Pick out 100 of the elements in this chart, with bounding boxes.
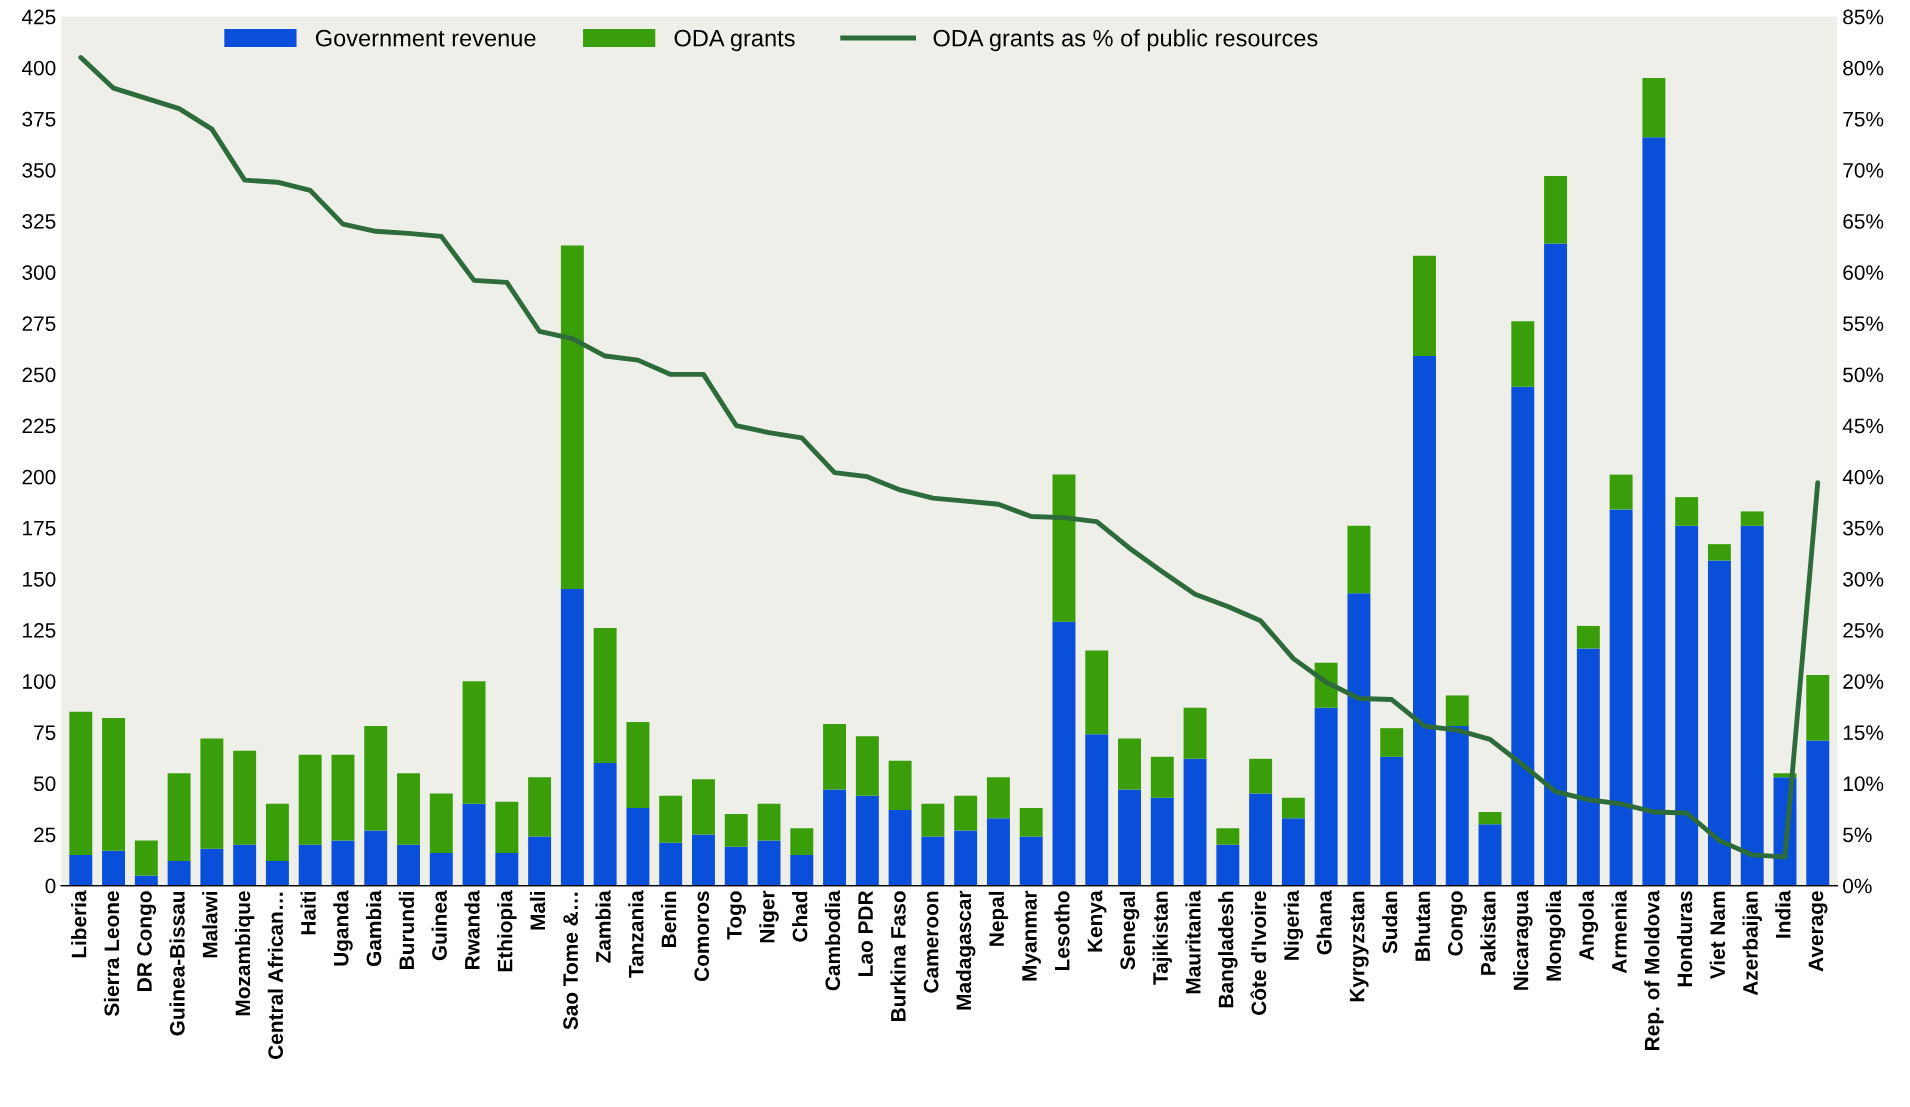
bar <box>1118 738 1141 790</box>
bar <box>560 245 584 590</box>
y-tick-label: 275 <box>22 316 56 332</box>
x-tick-label: Cambodia <box>824 890 841 991</box>
bar <box>69 854 93 886</box>
bar <box>593 627 617 763</box>
bar <box>429 793 453 853</box>
x-tick-label: Armenia <box>1611 890 1627 974</box>
bar <box>626 807 650 886</box>
y2-tick-label: 5% <box>1843 827 1872 843</box>
x-tick-label: Madagascar <box>955 890 976 1010</box>
bar <box>134 840 158 876</box>
bar <box>102 850 126 886</box>
y2-tick-label: 50% <box>1843 367 1884 383</box>
bar <box>331 754 355 841</box>
x-tick-label: Malawi <box>202 891 218 958</box>
bar <box>1380 756 1404 886</box>
bar <box>1183 707 1207 759</box>
x-tick-label: Sao Tome &… <box>563 892 578 1030</box>
bar <box>855 795 879 886</box>
x-tick-label: Myanmar <box>1022 890 1041 981</box>
bar <box>1544 176 1568 244</box>
y-tick-label: 250 <box>22 367 56 383</box>
bar <box>495 852 519 886</box>
legend-label: Government revenue <box>315 29 536 47</box>
x-tick-label: Chad <box>792 891 808 942</box>
y2-tick-label: 25% <box>1843 623 1884 638</box>
bar <box>1314 707 1338 886</box>
x-tick-label: Viet Nam <box>1709 891 1726 980</box>
y2-tick-label: 15% <box>1843 725 1884 740</box>
bar <box>1544 243 1568 886</box>
y-tick-label: 425 <box>21 9 56 25</box>
bar <box>265 803 289 862</box>
bar <box>626 722 650 808</box>
bar <box>757 840 781 886</box>
bar <box>1806 740 1830 886</box>
x-tick-label: Cameroon <box>923 891 939 993</box>
y2-tick-label: 55% <box>1843 316 1884 332</box>
bar <box>298 754 322 845</box>
y2-tick-label: 0% <box>1843 878 1872 894</box>
y2-tick-label: 35% <box>1843 520 1884 536</box>
x-tick-label: Benin <box>660 891 677 947</box>
y2-tick-label: 30% <box>1843 571 1884 587</box>
bar <box>1118 789 1141 886</box>
bar <box>1478 824 1502 886</box>
y-tick-label: 0 <box>45 878 56 894</box>
y-tick-label: 300 <box>22 265 56 280</box>
x-tick-label: Tanzania <box>628 890 644 978</box>
bar <box>102 717 126 851</box>
x-tick-label: Mongolia <box>1545 890 1566 981</box>
x-tick-label: Haiti <box>300 891 316 935</box>
bar <box>659 795 683 843</box>
x-tick-label: Togo <box>727 891 746 940</box>
bar <box>1413 356 1436 886</box>
bar <box>200 848 224 886</box>
bar <box>397 773 420 845</box>
y-tick-label: 75 <box>34 725 56 740</box>
bar <box>1806 675 1830 741</box>
bar <box>986 818 1010 886</box>
y-tick-label: 125 <box>23 623 56 638</box>
x-tick-label: Rwanda <box>464 890 480 969</box>
bar <box>724 814 748 847</box>
x-tick-label: Central African… <box>267 892 284 1059</box>
bar <box>1511 386 1535 886</box>
x-tick-label: Comoros <box>694 891 710 982</box>
bar <box>331 840 355 886</box>
bar <box>1150 797 1174 886</box>
x-tick-label: DR Congo <box>137 891 157 991</box>
x-tick-label: Mozambique <box>234 891 255 1016</box>
x-tick-label: Uganda <box>333 890 353 966</box>
bar <box>1642 77 1666 138</box>
bar <box>233 750 257 845</box>
bar <box>495 801 519 853</box>
bar <box>593 762 617 886</box>
bar <box>560 589 584 886</box>
x-tick-label: Angola <box>1578 890 1599 961</box>
x-tick-label: Kyrgyzstan <box>1349 891 1369 1002</box>
bar <box>1281 818 1305 886</box>
bar <box>1249 758 1273 794</box>
x-tick-label: Ethiopia <box>497 890 517 972</box>
y2-tick-label: 10% <box>1843 776 1884 792</box>
y-tick-label: 400 <box>21 60 56 76</box>
x-tick-label: Côte d'Ivoire <box>1250 891 1267 1015</box>
bar <box>1085 734 1109 886</box>
x-tick-label: Sierra Leone <box>103 891 120 1017</box>
bar <box>823 789 847 886</box>
y2-tick-label: 65% <box>1843 214 1884 229</box>
bar <box>1511 321 1535 387</box>
y2-tick-label: 70% <box>1843 162 1884 178</box>
bar <box>790 828 814 855</box>
y2-tick-label: 20% <box>1843 674 1884 689</box>
bar <box>954 795 978 831</box>
x-tick-label: Sudan <box>1382 891 1398 954</box>
legend-label: ODA grants <box>674 29 795 52</box>
x-tick-label: Niger <box>759 890 779 943</box>
bar <box>200 738 224 849</box>
bar <box>855 736 879 796</box>
legend-label: ODA grants as % of public resources <box>933 29 1318 52</box>
y-tick-label: 350 <box>22 162 56 178</box>
x-tick-label: Nigeria <box>1283 890 1304 960</box>
